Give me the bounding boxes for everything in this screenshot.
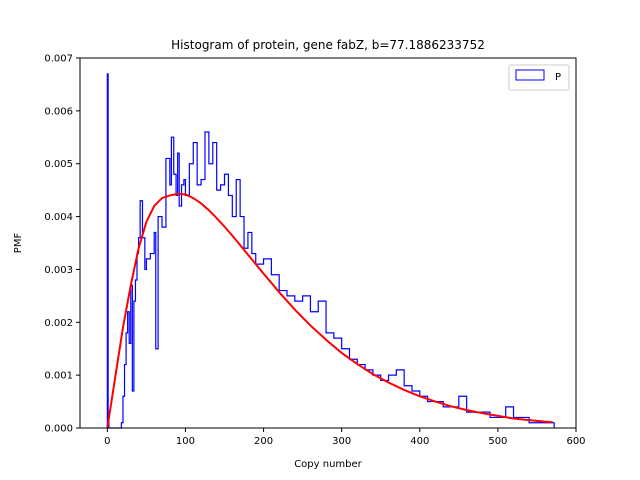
- y-tick-label: 0.005: [44, 159, 73, 170]
- y-tick-label: 0.004: [44, 212, 73, 223]
- series-line-fit: [106, 192, 553, 429]
- x-tick-label: 500: [488, 436, 507, 447]
- y-tick-label: 0.003: [44, 265, 73, 276]
- y-tick-label: 0.007: [44, 54, 73, 65]
- x-tick-label: 200: [254, 436, 273, 447]
- x-axis: 0 100 200 300 400 500 600: [104, 428, 586, 447]
- x-tick-label: 300: [332, 436, 351, 447]
- chart-title: Histogram of protein, gene fabZ, b=77.18…: [171, 38, 485, 52]
- y-axis: 0.000 0.001 0.002 0.003 0.004 0.005 0.006 0.007: [44, 54, 80, 435]
- y-axis-title: PMF: [13, 233, 24, 254]
- x-tick-label: 100: [176, 436, 195, 447]
- y-tick-label: 0.002: [44, 318, 73, 329]
- series-layer: [106, 73, 555, 429]
- x-tick-label: 0: [104, 436, 110, 447]
- y-tick-label: 0.000: [44, 424, 73, 435]
- legend-swatch-p: [515, 69, 545, 81]
- x-tick-label: 600: [566, 436, 585, 447]
- legend-label-p: P: [555, 72, 561, 83]
- x-axis-title: Copy number: [294, 459, 362, 470]
- legend: P: [508, 64, 570, 91]
- plot-frame: [79, 57, 577, 429]
- y-tick-label: 0.001: [44, 371, 73, 382]
- y-tick-label: 0.006: [44, 106, 73, 117]
- legend-box: [508, 64, 570, 91]
- x-tick-label: 400: [410, 436, 429, 447]
